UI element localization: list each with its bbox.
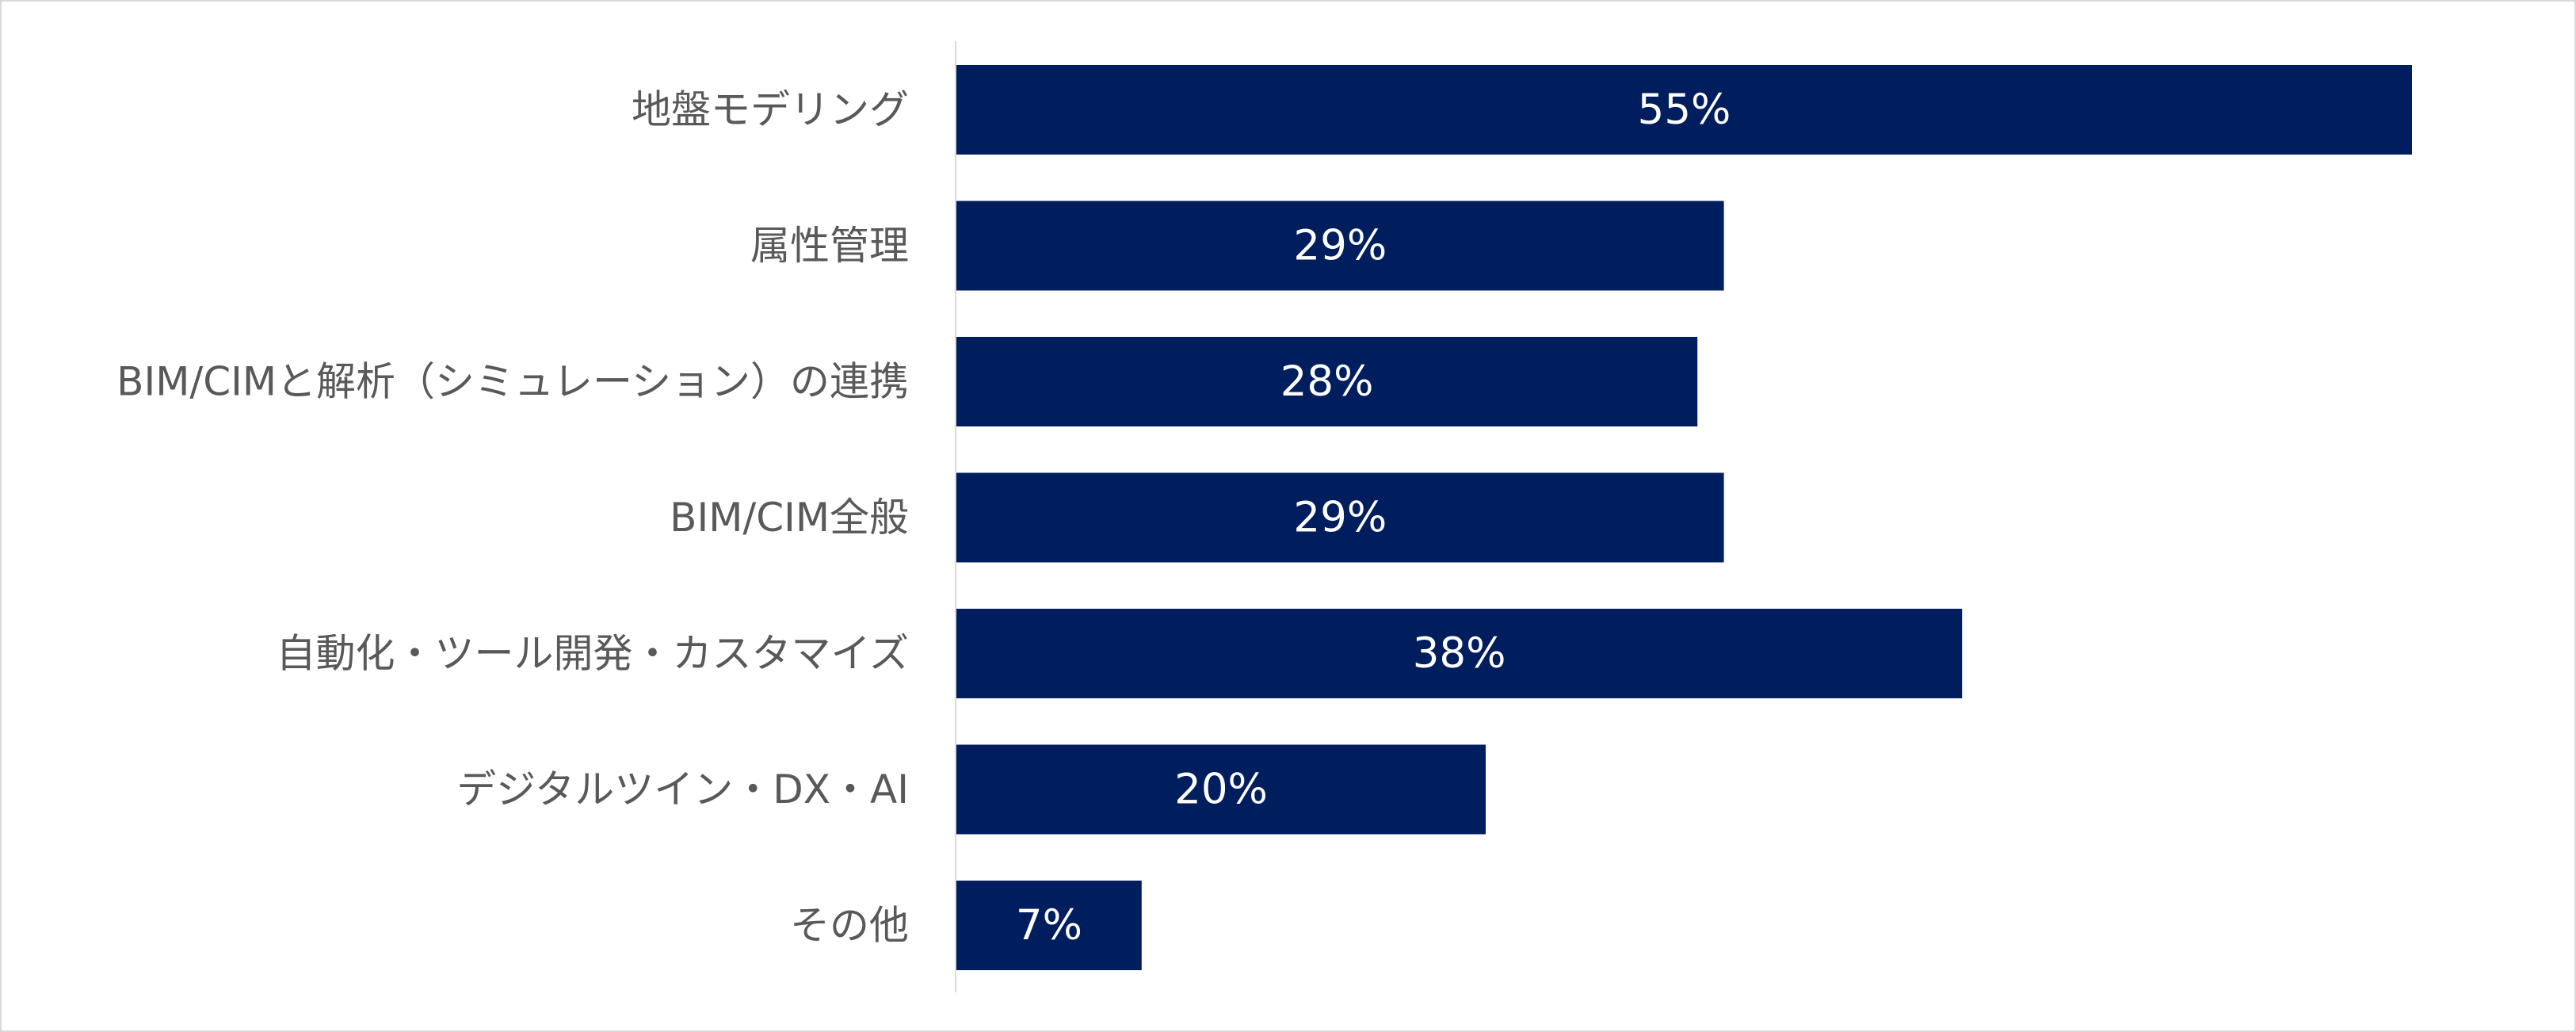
category-label-7: その他 <box>790 903 909 949</box>
bar-4 <box>956 472 1724 563</box>
bar-5 <box>956 609 1963 698</box>
category-label-2: 属性管理 <box>750 223 909 269</box>
bar-2 <box>956 201 1724 291</box>
category-label-4: BIM/CIM全般 <box>670 495 909 541</box>
bar-7 <box>956 881 1142 970</box>
data-label-3: 28% <box>1280 357 1374 406</box>
category-label-1: 地盤モデリング <box>632 87 909 133</box>
data-label-6: 20% <box>1174 766 1268 814</box>
data-label-7: 7% <box>1016 901 1082 950</box>
data-label-1: 55% <box>1638 86 1731 134</box>
category-label-3: BIM/CIMと解析（シミュレーション）の連携 <box>116 359 909 405</box>
data-label-2: 29% <box>1293 222 1387 270</box>
bar-1 <box>956 65 2412 155</box>
bar-3 <box>956 337 1698 426</box>
data-label-5: 38% <box>1413 629 1506 678</box>
data-label-4: 29% <box>1293 494 1387 542</box>
category-label-6: デジタルツイン・DX・AI <box>456 766 909 812</box>
bars-layer: 地盤モデリング 55% 属性管理 29% BIM/CIMと解析（シミュレーション）の連携… <box>116 65 2412 970</box>
category-label-5: 自動化・ツール開発・カスタマイズ <box>277 631 910 677</box>
bar-6 <box>956 744 1486 835</box>
